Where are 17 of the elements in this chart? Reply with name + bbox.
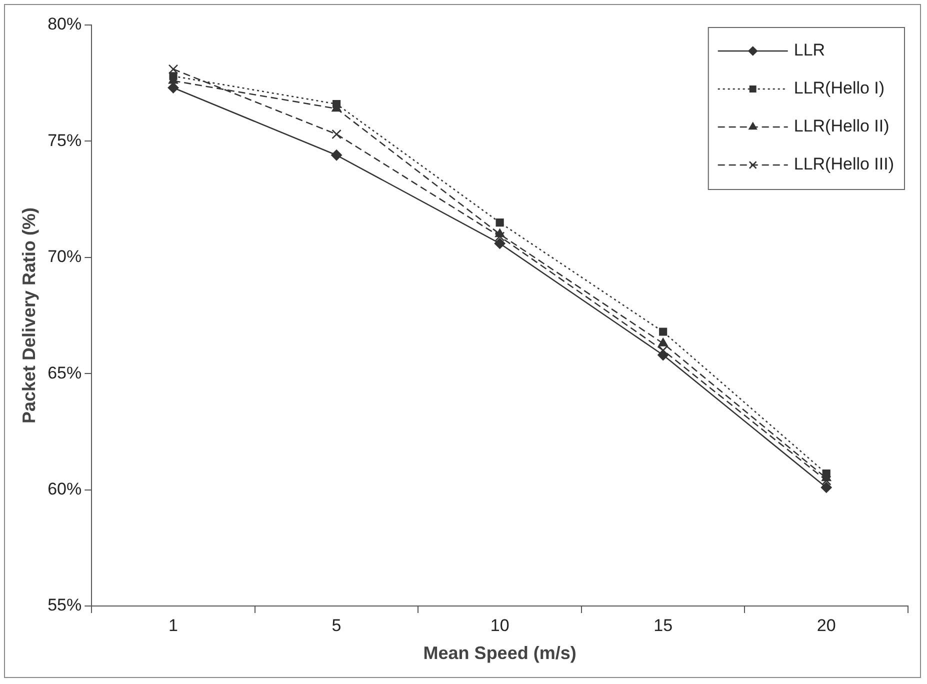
x-tick-label: 5 — [332, 616, 342, 635]
x-tick-label: 10 — [490, 616, 510, 635]
x-tick-label: 1 — [168, 616, 178, 635]
y-tick-label: 60% — [48, 479, 82, 498]
y-tick-label: 65% — [48, 363, 82, 382]
y-tick-label: 80% — [48, 14, 82, 34]
legend-label: LLR — [794, 40, 826, 60]
x-tick-label: 20 — [816, 616, 836, 635]
legend-label: LLR(Hello I) — [794, 78, 885, 98]
legend-label: LLR(Hello II) — [794, 116, 890, 136]
x-tick-label: 15 — [654, 616, 673, 635]
y-tick-label: 75% — [48, 130, 82, 150]
x-axis-title: Mean Speed (m/s) — [423, 643, 576, 664]
legend-label: LLR(Hello III) — [794, 154, 894, 174]
y-tick-label: 70% — [48, 247, 82, 266]
y-axis-title: Packet Delivery Ratio (%) — [18, 207, 39, 424]
y-tick-label: 55% — [48, 596, 82, 615]
